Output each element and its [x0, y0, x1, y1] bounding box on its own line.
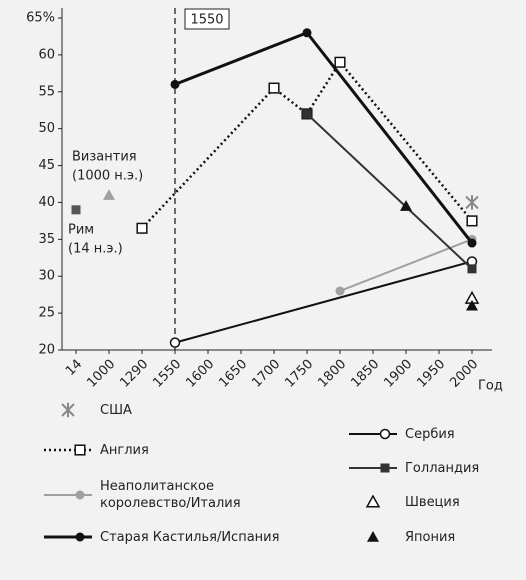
series-line: [174, 260, 473, 344]
y-tick-label: 65%: [26, 11, 55, 26]
legend-item: Сербия: [345, 424, 455, 444]
marker: [365, 494, 381, 508]
marker: [75, 490, 85, 500]
x-tick-label: 2000: [447, 357, 481, 391]
legend-item: Швеция: [345, 492, 460, 512]
legend-label: США: [100, 402, 132, 418]
legend-item: Англия: [40, 440, 149, 460]
legend-label: Англия: [100, 442, 149, 458]
legend-label: Неаполитанское королевство/Италия: [100, 479, 241, 511]
series-line: [306, 113, 473, 270]
y-tick-label: 35: [38, 232, 55, 247]
legend-item: Япония: [345, 527, 455, 547]
x-tick-label: 1750: [282, 357, 316, 391]
series-line: [339, 238, 473, 292]
x-tick-label: 1950: [414, 357, 448, 391]
legend-label: Швеция: [405, 494, 460, 510]
marker: [61, 402, 75, 418]
legend-label: Голландия: [405, 460, 480, 476]
marker: [467, 264, 477, 274]
x-tick-label: 1600: [183, 357, 217, 391]
marker: [169, 337, 181, 348]
marker: [71, 205, 81, 215]
marker: [268, 82, 280, 94]
marker: [136, 222, 148, 234]
y-tick-label: 20: [38, 343, 55, 358]
marker: [302, 109, 312, 119]
marker: [400, 200, 412, 211]
legend-swatch: [349, 428, 397, 440]
reference-box: [184, 8, 230, 30]
legend-swatch: [44, 444, 92, 456]
legend-item: Неаполитанское королевство/Италия: [40, 478, 290, 512]
legend-item: Голландия: [345, 458, 479, 478]
y-tick-label: 45: [38, 158, 55, 173]
legend-swatch: [44, 532, 92, 542]
x-tick-label: 1700: [249, 357, 283, 391]
legend-label: Старая Кастилья/Испания: [100, 529, 280, 545]
x-tick-label: 1000: [84, 357, 118, 391]
x-tick-label: 1650: [216, 357, 250, 391]
series-line: [141, 60, 473, 230]
y-tick-label: 25: [38, 306, 55, 321]
reference-label: 1550: [190, 13, 223, 28]
marker: [75, 532, 85, 542]
annotation: Рим: [68, 223, 94, 238]
x-tick-label: 1550: [150, 357, 184, 391]
y-tick-label: 50: [38, 121, 55, 136]
marker: [367, 531, 379, 542]
annotation: Византия: [72, 150, 137, 165]
x-tick-label: 1800: [315, 357, 349, 391]
marker: [335, 286, 345, 296]
legend-swatch: [365, 494, 381, 508]
legend-item: Старая Кастилья/Испания: [40, 527, 279, 547]
marker: [466, 299, 478, 311]
marker: [466, 215, 478, 227]
x-axis-label: Год: [478, 379, 503, 394]
marker: [302, 28, 312, 38]
legend-swatch: [61, 402, 75, 418]
y-tick-label: 60: [38, 47, 55, 62]
marker: [467, 238, 477, 248]
annotation: (1000 н.э.): [72, 169, 143, 184]
legend-label: Япония: [405, 529, 456, 545]
y-tick-label: 40: [38, 195, 55, 210]
y-tick-label: 30: [38, 269, 55, 284]
marker: [379, 428, 391, 440]
annotation: (14 н.э.): [68, 242, 123, 257]
x-tick-label: 14: [63, 357, 85, 379]
x-tick-label: 1900: [381, 357, 415, 391]
y-tick-label: 55: [38, 84, 55, 99]
series-line: [174, 30, 474, 244]
marker: [334, 56, 346, 68]
legend-item: США: [40, 400, 132, 420]
legend-swatch: [367, 531, 379, 542]
marker: [380, 463, 390, 473]
legend-swatch: [349, 463, 397, 473]
marker: [74, 444, 86, 456]
x-tick-label: 1290: [117, 357, 151, 391]
marker: [465, 195, 479, 210]
legend-swatch: [44, 490, 92, 500]
x-tick-label: 1850: [348, 357, 382, 391]
marker: [103, 189, 115, 200]
legend-label: Сербия: [405, 426, 455, 442]
marker: [170, 79, 180, 89]
